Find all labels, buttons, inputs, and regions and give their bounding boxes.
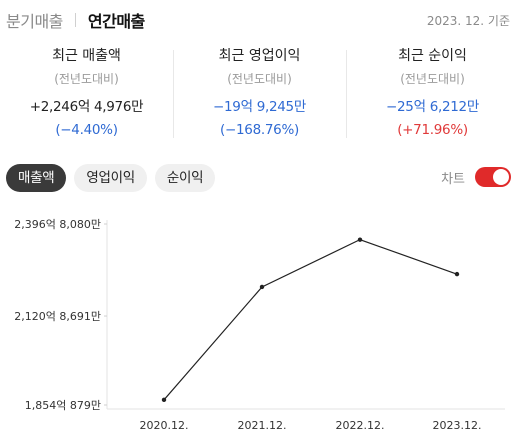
sales-series-line xyxy=(163,238,458,401)
sales-line-chart: 2,396억 8,080만 2,120억 8,691만 1,854억 879만 202… xyxy=(14,218,505,432)
x-tick-label: 2023.12. xyxy=(433,419,482,432)
x-tick-label: 2022.12. xyxy=(336,419,385,432)
metric-rate: (+71.96%) xyxy=(397,122,468,138)
tab-annual-sales[interactable]: 연간매출 xyxy=(87,12,145,31)
metric-revenue: 최근 매출액 (전년도대비) +2,246억 4,976만 (−4.40%) xyxy=(0,46,173,140)
y-tick-label: 1,854억 879만 xyxy=(25,399,101,412)
data-point xyxy=(357,237,363,242)
chart-toggle: 차트 xyxy=(441,167,511,187)
metric-value: −19억 9,245만 xyxy=(213,99,306,115)
pill-revenue[interactable]: 매출액 xyxy=(6,164,67,192)
metric-title: 최근 순이익 xyxy=(398,48,467,64)
data-point xyxy=(454,271,460,277)
y-tick-label: 2,396억 8,080만 xyxy=(14,218,101,231)
metric-net-income: 최근 순이익 (전년도대비) −25억 6,212만 (+71.96%) xyxy=(346,46,519,140)
basis-date: 2023. 12. 기준 xyxy=(426,14,510,28)
tab-quarterly-sales[interactable]: 분기매출 xyxy=(6,12,63,31)
x-tick-label: 2021.12. xyxy=(238,419,287,432)
metric-title: 최근 매출액 xyxy=(52,48,121,64)
switch-knob xyxy=(493,169,509,185)
chart-toggle-label: 차트 xyxy=(441,171,465,187)
metric-subtitle: (전년도대비) xyxy=(54,72,119,86)
data-point xyxy=(259,284,265,290)
metric-selector: 매출액 영업이익 순이익 xyxy=(6,164,216,192)
metric-value: +2,246억 4,976만 xyxy=(29,99,144,115)
pill-operating-profit[interactable]: 영업이익 xyxy=(74,164,147,192)
metric-rate: (−168.76%) xyxy=(220,122,299,138)
tab-divider xyxy=(74,13,76,27)
y-tick-label: 2,120억 8,691만 xyxy=(14,310,101,323)
summary-metrics: 최근 매출액 (전년도대비) +2,246억 4,976만 (−4.40%) 최… xyxy=(0,46,519,140)
x-tick-label: 2020.12. xyxy=(140,419,189,432)
pill-net-income[interactable]: 순이익 xyxy=(154,164,216,192)
metric-subtitle: (전년도대비) xyxy=(227,72,292,86)
metric-subtitle: (전년도대비) xyxy=(400,72,465,86)
metric-rate: (−4.40%) xyxy=(55,122,118,138)
chart-toggle-switch[interactable] xyxy=(475,167,511,187)
period-tabs: 분기매출 연간매출 xyxy=(6,8,145,32)
data-point xyxy=(161,397,167,403)
metric-value: −25억 6,212만 xyxy=(386,99,479,115)
metric-title: 최근 영업이익 xyxy=(218,48,301,64)
metric-operating-profit: 최근 영업이익 (전년도대비) −19억 9,245만 (−168.76%) xyxy=(173,46,346,140)
